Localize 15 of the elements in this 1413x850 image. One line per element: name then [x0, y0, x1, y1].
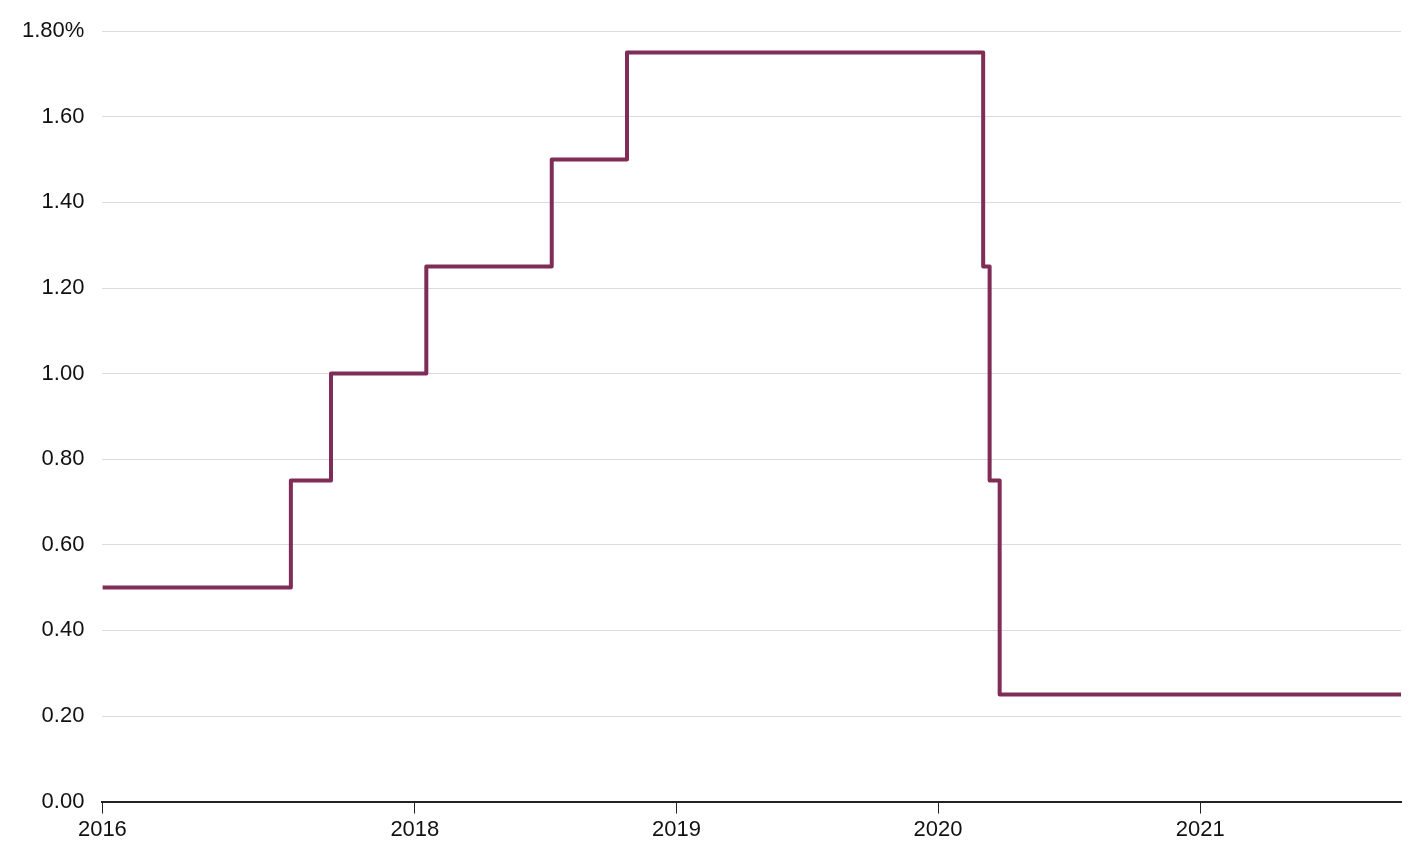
y-tick-label: 1.00: [41, 359, 85, 385]
x-tick-label: 2018: [390, 815, 440, 841]
y-tick-label: 0.80: [41, 445, 85, 471]
y-tick-label: 1.60: [41, 102, 85, 128]
y-tick-label: 0.20: [41, 702, 85, 728]
y-tick-label: 1.80%: [21, 17, 85, 43]
y-tick-label: 1.40: [41, 188, 85, 214]
y-tick-label: 1.20: [41, 274, 85, 300]
x-tick-label: 2019: [651, 815, 701, 841]
x-tick-label: 2020: [913, 815, 963, 841]
y-tick-label: 0.00: [41, 787, 85, 813]
y-tick-label: 0.60: [41, 530, 85, 556]
x-tick-label: 2021: [1175, 815, 1225, 841]
y-tick-label: 0.40: [41, 616, 85, 642]
x-tick-label: 2016: [77, 815, 127, 841]
